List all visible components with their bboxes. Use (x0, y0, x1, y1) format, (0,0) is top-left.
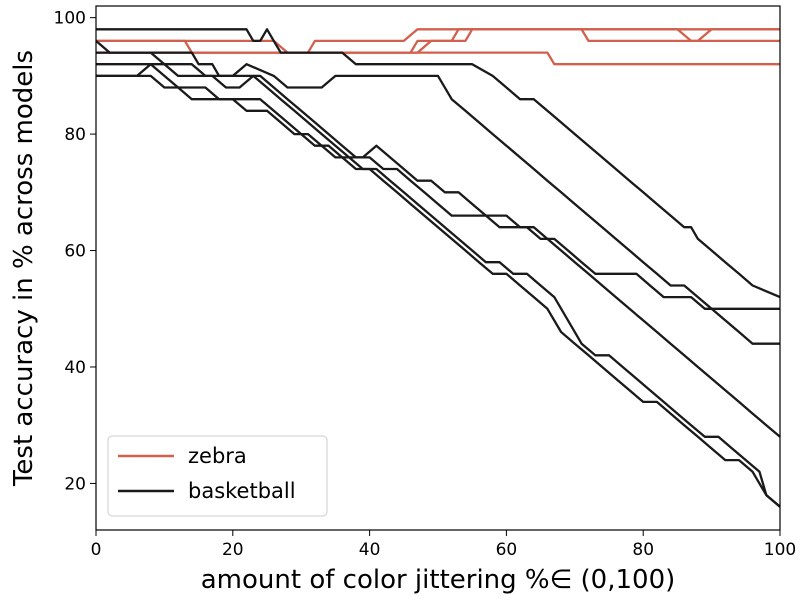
x-tick-label: 80 (632, 540, 654, 560)
y-tick-label: 40 (64, 358, 86, 378)
y-tick-label: 80 (64, 125, 86, 145)
x-tick-label: 100 (764, 540, 796, 560)
y-tick-label: 60 (64, 242, 86, 262)
legend: zebra basketball (107, 435, 328, 517)
y-tick-label: 100 (54, 9, 86, 29)
y-axis-label: Test accuracy in % across models (9, 50, 39, 487)
plot-frame (95, 5, 781, 531)
x-tick-label: 20 (222, 540, 244, 560)
x-tick-label: 60 (496, 540, 518, 560)
y-tick-label: 20 (64, 474, 86, 494)
series-line-basketball-8 (96, 74, 781, 508)
y-axis-ticks: 20 40 60 80 100 (54, 9, 96, 494)
series-lines (95, 28, 781, 508)
series-line-zebra-4 (96, 28, 780, 54)
x-tick-label: 40 (359, 540, 381, 560)
legend-label-zebra: zebra (188, 444, 247, 468)
series-line-zebra-3 (96, 28, 780, 54)
series-line-basketball-9 (96, 63, 781, 508)
series-line-basketball-10 (95, 40, 781, 438)
series-line-zebra-1 (96, 28, 780, 54)
x-axis-ticks: 0 20 40 60 80 100 (91, 530, 796, 560)
x-axis-label: amount of color jittering %∈ (0,100) (201, 565, 676, 595)
x-tick-label: 0 (91, 540, 102, 560)
series-line-basketball-6 (96, 51, 780, 345)
series-line-basketball-5 (96, 28, 781, 299)
legend-label-basketball: basketball (188, 479, 296, 503)
series-line-basketball-7 (96, 63, 780, 310)
